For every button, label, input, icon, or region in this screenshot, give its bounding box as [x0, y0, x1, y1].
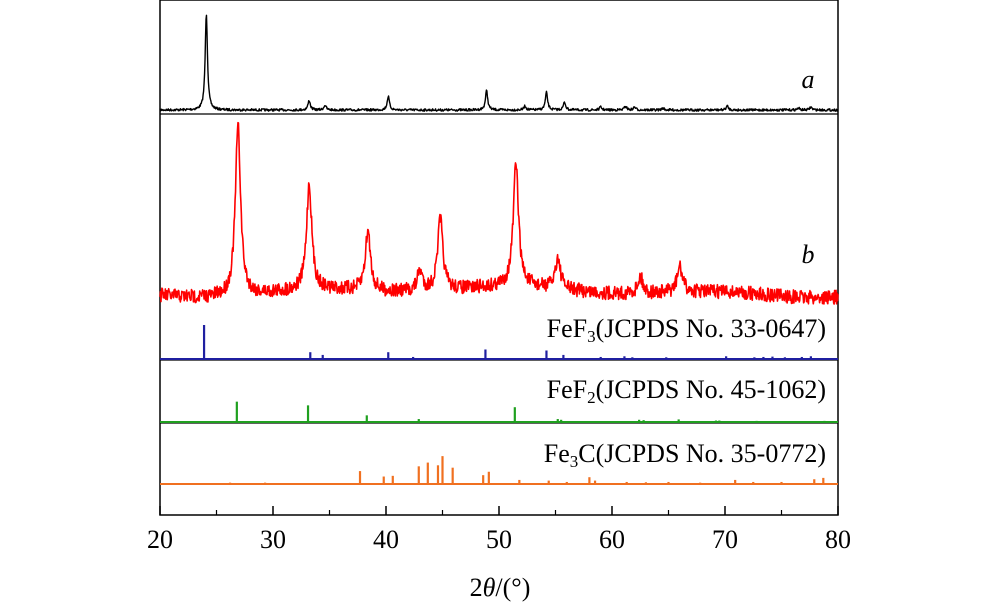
series-a-line [159, 14, 839, 112]
reference-layer: FeF3(JCPDS No. 33-0647) FeF2(JCPDS No. 45… [160, 314, 838, 485]
series-a-label: a [802, 65, 815, 94]
x-tick-label-60: 60 [599, 525, 625, 554]
plot-frame [159, 0, 839, 516]
x-axis-title-suffix: /(°) [495, 573, 530, 602]
x-tick-label-80: 80 [825, 525, 851, 554]
series-layer: ab [159, 14, 839, 305]
x-axis-title: 2θ/(°) [470, 573, 531, 602]
reference-pattern-3: Fe3C(JCPDS No. 35-0772) [160, 439, 838, 485]
reference-2-label: FeF2(JCPDS No. 45-1062) [547, 375, 826, 407]
reference-pattern-2: FeF2(JCPDS No. 45-1062) [160, 375, 838, 423]
x-tick-label-70: 70 [712, 525, 738, 554]
reference-1-label: FeF3(JCPDS No. 33-0647) [547, 314, 826, 346]
reference-3-label: Fe3C(JCPDS No. 35-0772) [544, 439, 826, 471]
panel-frames [159, 0, 839, 516]
reference-pattern-1: FeF3(JCPDS No. 33-0647) [160, 314, 838, 360]
series-b-line [159, 121, 839, 305]
series-b-label: b [802, 240, 815, 269]
x-axis-title-prefix: 2 [470, 573, 483, 602]
x-axis: 20 30 40 50 60 70 80 [147, 506, 851, 554]
x-axis-title-theta: θ [483, 573, 496, 602]
x-tick-label-30: 30 [260, 525, 286, 554]
x-tick-label-20: 20 [147, 525, 173, 554]
x-tick-label-40: 40 [373, 525, 399, 554]
x-tick-label-50: 50 [486, 525, 512, 554]
